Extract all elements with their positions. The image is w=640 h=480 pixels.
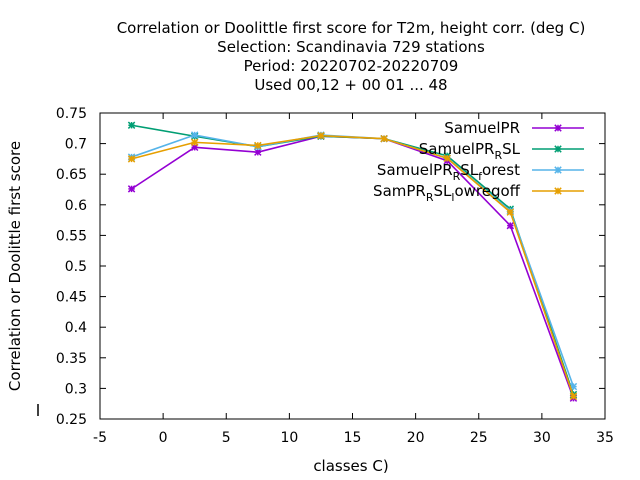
data-point (506, 208, 515, 216)
y-tick-label: 0.25 (56, 412, 87, 428)
x-tick-label: -5 (93, 430, 107, 446)
y-tick-label: 0.55 (56, 228, 87, 244)
title-line-4: Used 00,12 + 00 01 ... 48 (254, 76, 447, 94)
axis-ticks (99, 112, 606, 420)
x-tick-label: 15 (344, 430, 362, 446)
data-point (569, 392, 578, 401)
title-line-1: Correlation or Doolittle first score for… (117, 19, 586, 37)
x-axis-label: classes C) (313, 457, 388, 475)
data-point (254, 141, 262, 150)
data-point (127, 121, 136, 129)
data-point (317, 131, 325, 140)
legend-label: SamuelPRRSL (419, 140, 521, 162)
legend-marker (554, 166, 562, 174)
legend: SamuelPR SamuelPRRSLSamuelPRRSLforestSamP… (373, 119, 584, 204)
chart-title: Correlation or Doolittle first score for… (117, 19, 586, 94)
y-tick-label: 0.7 (65, 137, 87, 153)
x-tick-label: 25 (470, 430, 488, 446)
data-point (254, 148, 262, 156)
legend-entry: SamuelPR (444, 119, 584, 137)
data-point (443, 154, 451, 163)
legend-marker (554, 145, 562, 153)
legend-label: SamuelPR (444, 119, 520, 137)
series-4 (127, 131, 578, 401)
y-tick-label: 0.65 (56, 167, 87, 183)
data-point (127, 185, 136, 193)
legend-marker (554, 124, 562, 132)
data-point (190, 138, 199, 147)
data-point (190, 131, 199, 139)
x-tick-label: 30 (533, 430, 551, 446)
title-line-2: Selection: Scandinavia 729 stations (217, 38, 485, 56)
axis-tick-labels: -5 0 5 10 15 20 25 30 35 0.25 0.3 0.35 0.4 0.45 0.5 0.5… (56, 106, 614, 446)
legend-marker (554, 187, 562, 195)
series-layer (127, 121, 578, 402)
data-point (127, 155, 136, 163)
y-tick-label: 0.35 (56, 351, 87, 367)
x-tick-label: 35 (596, 430, 614, 446)
y-tick-label: 0.6 (65, 198, 87, 214)
legend-entry: SamuelPRRSL (419, 140, 584, 162)
y-tick-label: 0.45 (56, 290, 87, 306)
y-tick-label: 0.3 (65, 381, 87, 397)
data-point (380, 134, 388, 143)
x-tick-label: 10 (280, 430, 298, 446)
legend-label: SamuelPRRSLforest (377, 161, 520, 183)
x-tick-label: 5 (222, 430, 231, 446)
x-tick-label: 20 (407, 430, 425, 446)
title-line-3: Period: 20220702-20220709 (244, 57, 459, 75)
legend-entry: SamuelPRRSLforest (377, 161, 584, 183)
data-point (506, 221, 515, 230)
y-tick-label: 0.75 (56, 106, 87, 122)
legend-label: SamPRRSLlowregoff (373, 182, 521, 204)
y-tick-label: 0.4 (65, 320, 87, 336)
series-line (131, 134, 575, 397)
y-axis-label: Correlation or Doolittle first score (6, 141, 24, 391)
legend-entry: SamPRRSLlowregoff (373, 182, 584, 204)
y-tick-label: 0.5 (65, 259, 87, 275)
x-tick-label: 0 (159, 430, 168, 446)
